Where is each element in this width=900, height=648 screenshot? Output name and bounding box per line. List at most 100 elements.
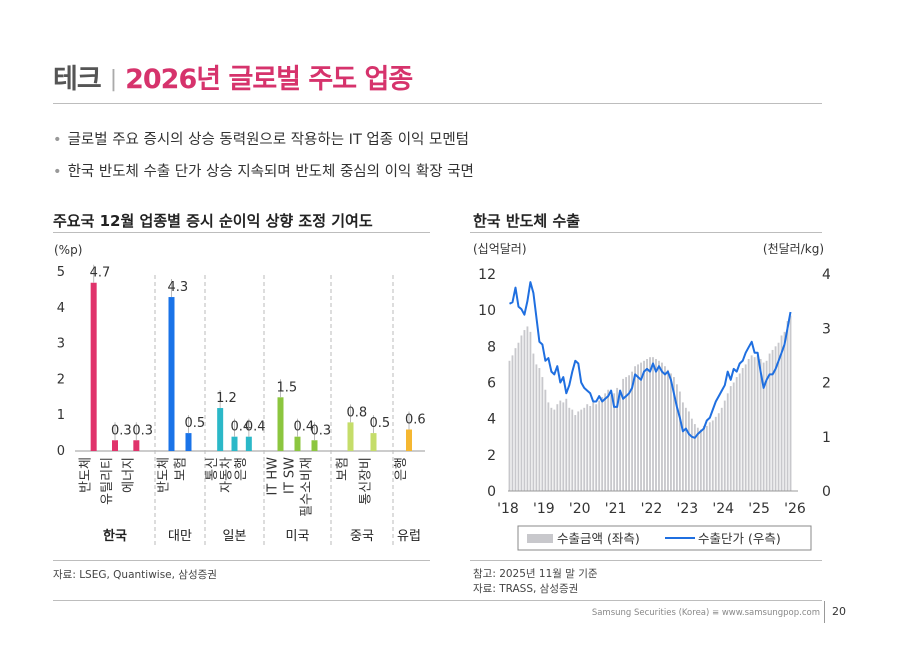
bar xyxy=(294,436,301,451)
export-value-bar xyxy=(750,355,753,491)
export-value-bar xyxy=(628,375,631,491)
group-label: 중국 xyxy=(350,529,374,544)
export-value-bar xyxy=(780,335,783,491)
export-value-bar xyxy=(658,360,660,491)
export-value-bar xyxy=(571,409,574,491)
data-label: 0.3 xyxy=(111,423,132,438)
right-chart: (십억달러) (천달러/kg) 0 2 4 6 8 10 12 0 10 20 30 40 '18 '19 '2… xyxy=(473,241,830,551)
export-value-bar xyxy=(514,348,517,491)
export-value-bar xyxy=(589,406,592,491)
y-tick-label: 1 xyxy=(57,408,65,423)
y-right-tick-label: 0 xyxy=(822,484,830,500)
export-value-bar xyxy=(771,349,774,491)
export-value-bar xyxy=(613,393,616,491)
export-value-bar xyxy=(789,315,792,491)
export-value-bar xyxy=(714,416,717,491)
export-value-bar xyxy=(553,409,556,491)
export-value-bar xyxy=(675,384,678,491)
export-value-bar xyxy=(661,362,663,491)
export-value-bar xyxy=(726,393,729,491)
export-value-bar xyxy=(640,362,642,491)
left-chart-title-rule xyxy=(53,232,430,233)
y-right-tick-label: 10 xyxy=(822,430,830,446)
legend-swatch-bar xyxy=(527,534,553,543)
left-chart-bottom-rule xyxy=(53,560,430,561)
export-value-bar xyxy=(535,364,538,491)
data-label: 0.6 xyxy=(405,413,426,428)
data-label: 0.5 xyxy=(185,416,206,431)
export-value-bar xyxy=(649,357,651,491)
export-value-bar xyxy=(735,377,738,491)
right-chart-source: 자료: TRASS, 삼성증권 xyxy=(473,583,579,595)
export-value-bar xyxy=(610,395,613,491)
export-value-bar xyxy=(708,422,711,491)
export-value-bar xyxy=(577,411,580,491)
group-label: 일본 xyxy=(223,529,247,544)
y-tick-label: 5 xyxy=(57,265,65,280)
x-tick-label: 반도체 xyxy=(79,457,94,493)
export-value-bar xyxy=(687,411,690,491)
export-value-bar xyxy=(547,402,550,491)
y-left-tick-label: 2 xyxy=(487,448,496,464)
x-tick-label: '26 xyxy=(784,501,806,517)
title-separator: | xyxy=(109,67,117,92)
y-tick-label: 0 xyxy=(57,444,65,459)
export-value-bar xyxy=(601,396,604,491)
data-label: 4.7 xyxy=(90,266,111,281)
export-value-bar xyxy=(625,377,628,491)
bar xyxy=(406,429,412,451)
y-left-tick-label: 4 xyxy=(487,412,496,428)
group-label: 미국 xyxy=(286,529,310,544)
export-value-bar xyxy=(717,413,720,491)
data-label: 0.4 xyxy=(231,420,252,435)
export-value-bar xyxy=(544,389,547,491)
x-tick-label: '21 xyxy=(605,501,627,517)
export-value-bar xyxy=(541,377,544,491)
left-chart-source: 자료: LSEG, Quantiwise, 삼성증권 xyxy=(53,569,217,581)
export-value-bar xyxy=(664,366,666,491)
bullet-dot: • xyxy=(53,164,62,180)
footer-rule xyxy=(53,600,822,601)
x-tick-label: 반도체 xyxy=(157,457,172,493)
page-number: 20 xyxy=(832,605,846,618)
x-tick-label: 은행 xyxy=(233,457,249,481)
export-value-bar xyxy=(604,393,607,491)
export-value-bar xyxy=(777,342,780,491)
bullet-dot: • xyxy=(53,132,62,148)
export-value-bar xyxy=(783,331,786,491)
export-value-bar xyxy=(583,407,586,491)
x-tick-label: 보험 xyxy=(336,457,351,481)
export-value-bar xyxy=(711,420,714,491)
y-left-tick-label: 6 xyxy=(487,376,496,392)
x-tick-label: 자동차 xyxy=(220,457,235,493)
x-tick-label: '22 xyxy=(641,501,663,517)
export-value-bar xyxy=(738,373,741,491)
export-value-bar xyxy=(562,402,565,491)
x-tick-label: 필수소비재 xyxy=(300,457,315,517)
x-tick-label: '23 xyxy=(677,501,699,517)
group-label: 대만 xyxy=(168,529,192,544)
bar xyxy=(217,408,224,451)
x-tick-label: '20 xyxy=(569,501,591,517)
x-tick-label: '19 xyxy=(533,501,555,517)
x-tick-label: 은행 xyxy=(393,457,409,481)
bar xyxy=(112,440,118,451)
export-value-bar xyxy=(631,371,633,491)
y-axis-label: (%p) xyxy=(54,243,82,257)
y-left-axis-label: (십억달러) xyxy=(473,242,527,256)
export-value-bar xyxy=(529,331,532,491)
y-right-tick-label: 40 xyxy=(822,267,830,283)
x-tick-label: 보험 xyxy=(174,457,189,481)
data-label: 1.5 xyxy=(277,380,298,395)
export-value-bar xyxy=(765,360,768,491)
footer-company: Samsung Securities (Korea) ≡ www.samsung… xyxy=(591,608,820,618)
page-headline: 2026년 글로벌 주도 업종 xyxy=(125,64,413,95)
x-tick-label: '18 xyxy=(497,501,519,517)
export-value-bar xyxy=(592,402,595,491)
export-value-bar xyxy=(684,407,687,491)
right-chart-note: 참고: 2025년 11월 말 기준 xyxy=(473,568,598,580)
data-label: 0.3 xyxy=(132,423,153,438)
page-number-separator xyxy=(824,601,825,623)
export-value-bar xyxy=(762,362,765,491)
y-right-tick-label: 30 xyxy=(822,321,830,337)
